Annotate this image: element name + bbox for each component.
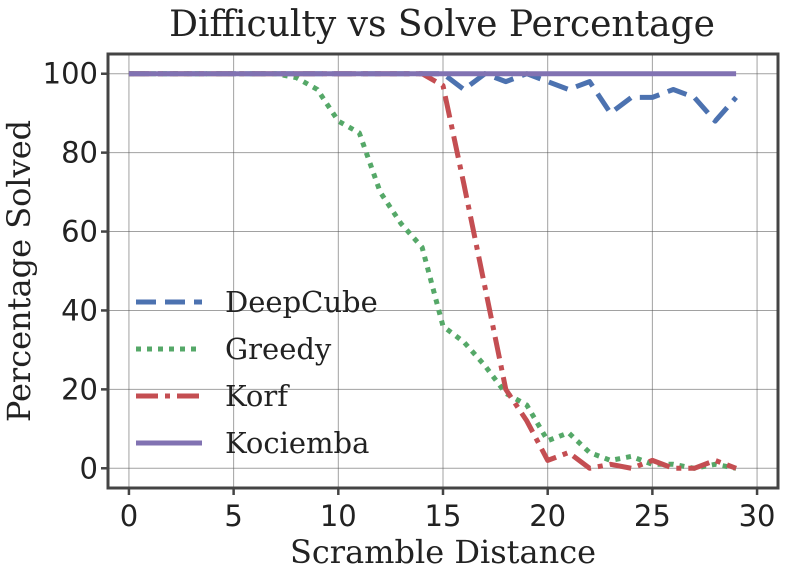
chart-title: Difficulty vs Solve Percentage — [169, 4, 715, 45]
x-tick-label: 30 — [739, 499, 776, 533]
legend-label-korf: Korf — [225, 379, 290, 413]
y-tick-label: 40 — [61, 293, 98, 327]
grid — [108, 54, 778, 488]
legend-label-kociemba: Kociemba — [225, 426, 369, 460]
y-tick-label: 60 — [61, 215, 98, 249]
legend-label-deepcube: DeepCube — [225, 285, 378, 319]
x-tick-label: 20 — [529, 499, 566, 533]
y-tick-label: 100 — [43, 57, 98, 91]
x-tick-label: 15 — [425, 499, 462, 533]
series-layer — [128, 71, 738, 471]
legend: DeepCube Greedy Korf Kociemba — [136, 285, 378, 460]
x-tick-label: 25 — [634, 499, 671, 533]
ticks: 0 5 10 15 20 25 30 0 20 40 60 80 100 — [43, 57, 776, 533]
x-tick-label: 5 — [224, 499, 242, 533]
y-tick-label: 20 — [61, 372, 98, 406]
legend-label-greedy: Greedy — [225, 332, 332, 366]
series-line-greedy — [128, 71, 737, 471]
y-axis-label: Percentage Solved — [0, 120, 38, 422]
x-axis-label: Scramble Distance — [290, 533, 596, 571]
series-line-korf — [128, 71, 737, 471]
x-tick-label: 0 — [120, 499, 138, 533]
y-tick-label: 0 — [80, 451, 98, 485]
y-tick-label: 80 — [61, 136, 98, 170]
x-tick-label: 10 — [320, 499, 357, 533]
